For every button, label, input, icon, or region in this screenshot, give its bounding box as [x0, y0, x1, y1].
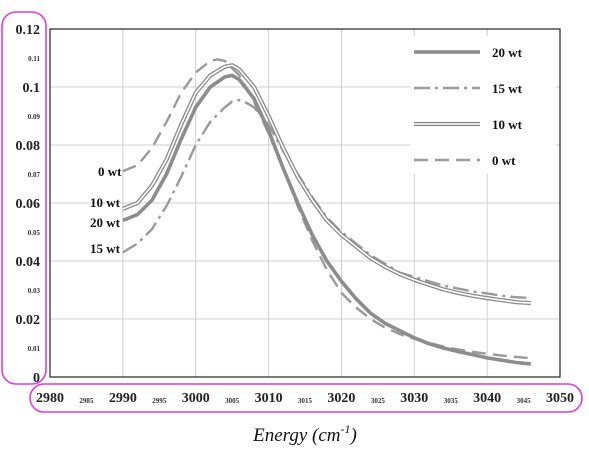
y-minor-tick-label: 0.03	[28, 287, 41, 295]
y-axis-ticks: 0 0.02 0.04 0.06 0.08 0.1 0.12 0.01 0.03 0.05 0.07…	[16, 23, 41, 386]
y-tick-label: 0.04	[16, 255, 41, 270]
y-tick-label: 0.12	[16, 23, 41, 38]
x-minor-tick-label: 3035	[444, 397, 459, 405]
x-axis-label-end: )	[350, 425, 357, 446]
series-line-0-wt	[122, 58, 531, 360]
x-tick-label: 3040	[473, 391, 501, 406]
series-layer	[122, 58, 532, 366]
x-axis-highlight-box	[29, 383, 583, 413]
x-tick-label: 2980	[36, 391, 64, 406]
legend-label-20-wt: 20 wt	[492, 45, 523, 60]
x-tick-label: 3000	[182, 391, 210, 406]
x-tick-label: 3030	[400, 391, 428, 406]
y-tick-label: 0.1	[23, 81, 41, 96]
legend-label-10-wt: 10 wt	[492, 117, 523, 132]
inline-label-20-wt: 20 wt	[90, 215, 121, 230]
x-axis-label-text: Energy (cm	[252, 425, 340, 446]
x-tick-label: 2990	[109, 391, 137, 406]
series-line-10-wt	[122, 64, 531, 304]
series-0-wt	[122, 58, 531, 360]
series-10-wt	[122, 63, 531, 306]
x-minor-tick-label: 3015	[298, 397, 313, 405]
x-axis-label-superscript: -1	[341, 422, 351, 436]
plot-frame	[49, 28, 561, 378]
x-minor-tick-label: 3045	[517, 397, 532, 405]
x-tick-label: 3020	[327, 391, 355, 406]
legend: 20 wt 15 wt 10 wt 0 wt	[410, 36, 556, 174]
legend-label-15-wt: 15 wt	[492, 81, 523, 96]
y-minor-tick-label: 0.05	[28, 229, 41, 237]
inline-label-10-wt: 10 wt	[90, 195, 121, 210]
y-tick-label: 0.02	[16, 313, 41, 328]
inline-label-15-wt: 15 wt	[90, 241, 121, 256]
x-minor-tick-label: 3025	[371, 397, 386, 405]
series-20-wt	[122, 73, 532, 366]
y-axis-highlight-box	[1, 11, 47, 385]
x-axis-label: Energy (cm-1)	[252, 422, 357, 446]
x-minor-tick-label: 3005	[225, 397, 240, 405]
inline-label-0-wt: 0 wt	[98, 164, 122, 179]
x-minor-tick-label: 2995	[152, 397, 167, 405]
legend-label-0-wt: 0 wt	[492, 153, 516, 168]
x-minor-tick-label: 2985	[79, 397, 94, 405]
inline-labels: 0 wt 10 wt 20 wt 15 wt	[90, 164, 122, 256]
y-minor-tick-label: 0.07	[28, 171, 41, 179]
y-minor-tick-label: 0.01	[28, 345, 41, 353]
y-tick-label: 0.06	[16, 197, 41, 212]
series-line-20-wt	[122, 73, 532, 366]
x-axis-ticks: 2980 2990 3000 3010 3020 3030 3040 3050 2985 2995…	[36, 391, 574, 406]
x-tick-label: 3050	[546, 391, 574, 406]
y-tick-label: 0.08	[16, 139, 41, 154]
legend-background	[410, 36, 556, 174]
y-minor-tick-label: 0.11	[28, 55, 40, 63]
y-tick-label: 0	[33, 371, 40, 386]
x-tick-label: 3010	[255, 391, 283, 406]
y-minor-tick-label: 0.09	[28, 113, 41, 121]
